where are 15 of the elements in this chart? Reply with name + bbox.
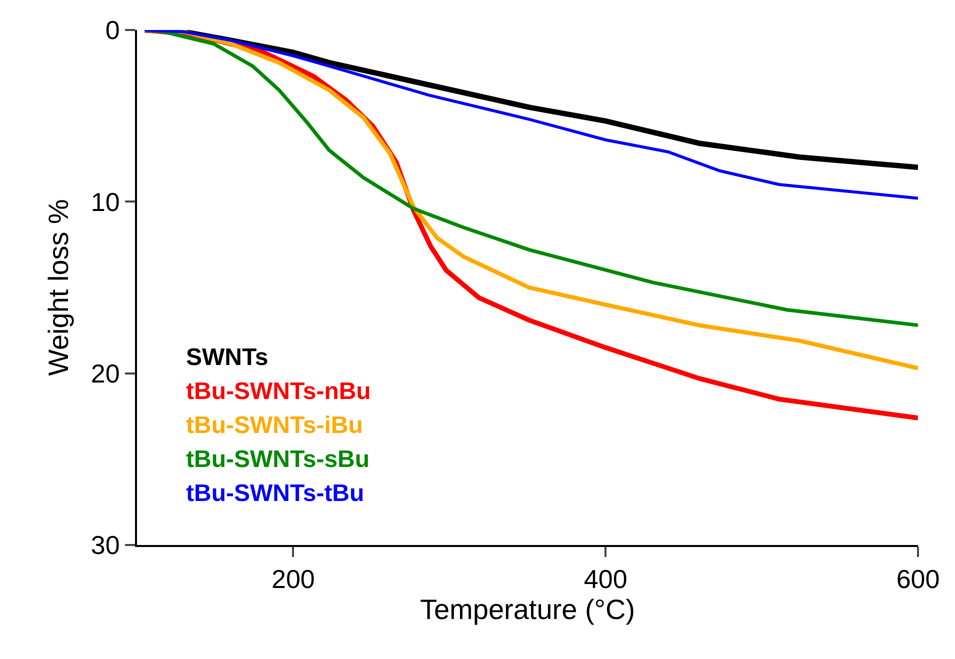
line-series xyxy=(143,30,918,200)
y-tick-label: 30 xyxy=(90,530,120,560)
x-tick-label: 600 xyxy=(896,564,940,594)
y-tick-label: 10 xyxy=(90,186,120,217)
y-tick-label: 0 xyxy=(105,15,120,46)
x-tick-label: 400 xyxy=(584,564,628,594)
text: tBu-SWNTs-sBu xyxy=(186,446,370,473)
text: tBu-SWNTs-nBu xyxy=(186,378,371,405)
text: SWNTs xyxy=(186,344,268,371)
x-axis-title: Temperature (°C) xyxy=(420,594,636,626)
y-axis-title: Weight loss % xyxy=(43,199,74,376)
text: tBu-SWNTs-iBu xyxy=(186,412,363,439)
text: tBu-SWNTs-tBu xyxy=(186,480,364,507)
y-tick-label: 20 xyxy=(90,358,120,388)
x-tick-label: 200 xyxy=(272,564,315,594)
